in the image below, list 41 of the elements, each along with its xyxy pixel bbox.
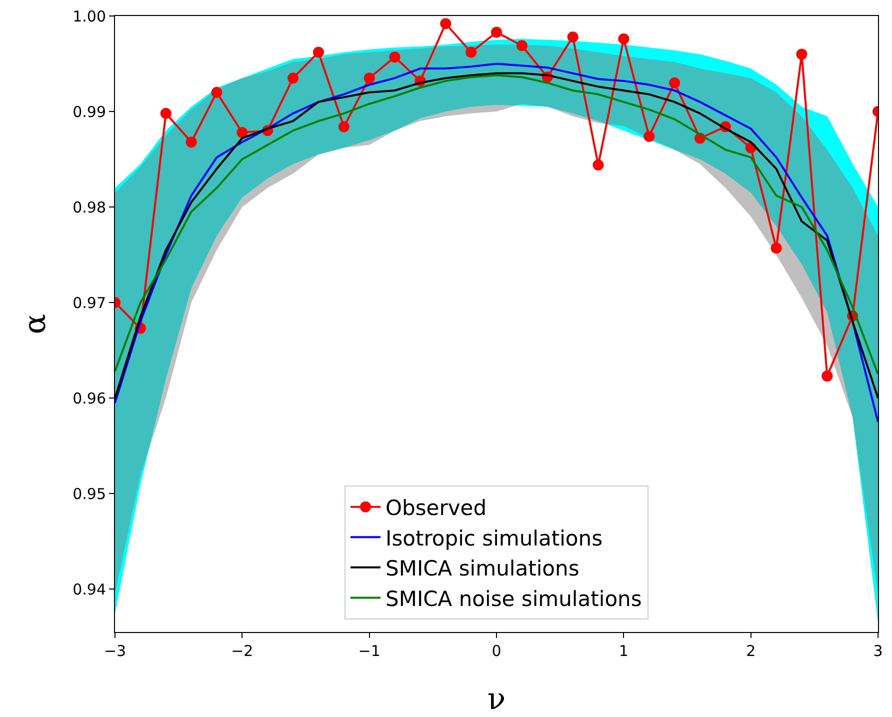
point bbox=[312, 46, 324, 58]
y-tick-label: 0.95 bbox=[72, 484, 106, 503]
y-tick-label: 0.94 bbox=[72, 580, 106, 598]
x-tick-label: 3 bbox=[873, 642, 883, 660]
point bbox=[618, 33, 630, 44]
point bbox=[389, 52, 400, 63]
legend-label: Observed bbox=[386, 496, 487, 520]
point bbox=[669, 77, 680, 88]
point bbox=[770, 242, 782, 254]
y-tick-label: 0.96 bbox=[72, 389, 106, 408]
x-tick-label: −3 bbox=[104, 642, 126, 660]
x-tick-label: 0 bbox=[492, 642, 502, 660]
point bbox=[211, 86, 222, 98]
x-axis-title: ν bbox=[487, 682, 506, 717]
y-tick-label: 0.99 bbox=[72, 102, 106, 121]
y-axis-title: α bbox=[18, 314, 53, 334]
legend-label: SMICA noise simulations bbox=[386, 586, 642, 611]
legend-label: Isotropic simulations bbox=[386, 526, 603, 550]
x-tick-label: 2 bbox=[746, 642, 756, 660]
point bbox=[516, 40, 528, 52]
point bbox=[491, 26, 502, 38]
point bbox=[796, 48, 808, 60]
y-tick-label: 0.97 bbox=[72, 294, 106, 312]
point bbox=[567, 32, 578, 43]
y-tick-label: 0.98 bbox=[72, 198, 106, 216]
point bbox=[338, 121, 350, 132]
point bbox=[440, 18, 452, 30]
x-tick-label: −1 bbox=[358, 642, 380, 660]
point bbox=[592, 159, 604, 170]
point bbox=[236, 127, 248, 138]
y-tick-label: 1.00 bbox=[72, 7, 106, 26]
x-tick-label: 1 bbox=[618, 642, 628, 660]
point bbox=[644, 130, 655, 142]
point bbox=[466, 46, 477, 58]
point bbox=[288, 72, 299, 84]
point bbox=[160, 108, 172, 119]
point bbox=[186, 136, 197, 148]
point bbox=[364, 72, 375, 84]
point bbox=[822, 370, 833, 382]
legend-label: SMICA simulations bbox=[386, 556, 580, 581]
x-tick-label: −2 bbox=[231, 642, 254, 660]
